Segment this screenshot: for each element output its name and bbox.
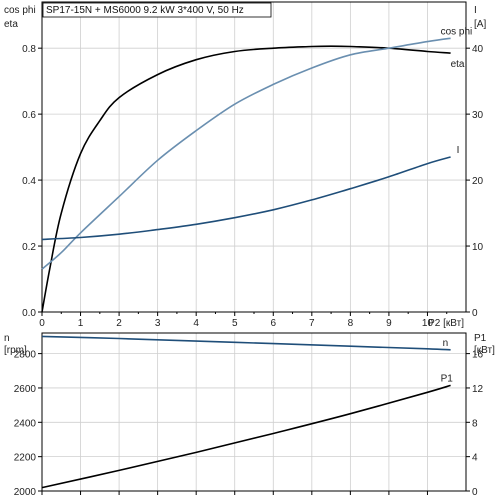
left-tick-label: 2600 [14, 384, 37, 395]
left-tick-label: 2400 [14, 418, 37, 429]
left-tick-label: 2000 [14, 487, 37, 498]
efficiency-frame [41, 1, 467, 313]
series-label-i: I [457, 145, 460, 156]
x-tick-label: 4 [193, 318, 199, 329]
left-tick-label: 0.8 [22, 44, 36, 55]
x-tick-label: 0 [39, 318, 45, 329]
x-tick-label: 5 [232, 318, 238, 329]
right-tick-label: 10 [472, 242, 484, 253]
left-tick-label: 0.6 [22, 110, 36, 121]
speed-power-frame [41, 332, 467, 492]
right-axis-label: P1 [474, 333, 487, 344]
x-tick-label: 1 [78, 318, 84, 329]
right-tick-label: 0 [472, 308, 478, 319]
series-eta-line [41, 45, 451, 313]
right-tick-label: 4 [472, 453, 478, 464]
chart-title: SP17-15N + MS6000 9.2 kW 3*400 V, 50 Hz [46, 5, 244, 16]
right-tick-label: 16 [472, 350, 484, 361]
grid-layer [41, 2, 466, 492]
x-tick-label: 3 [155, 318, 161, 329]
series-p1-line [41, 384, 451, 489]
series-label-cos-phi: cos phi [441, 26, 473, 37]
series-i-line [41, 156, 451, 241]
left-tick-label: 0.0 [22, 308, 36, 319]
left-axis-label: cos phi [4, 5, 36, 16]
left-tick-label: 0.2 [22, 242, 36, 253]
left-tick-label: 2200 [14, 453, 37, 464]
right-tick-label: 12 [472, 384, 484, 395]
right-tick-label: 0 [472, 487, 478, 498]
x-tick-label: 7 [309, 318, 315, 329]
right-axis-unit: [A] [474, 19, 486, 30]
series-label-eta: eta [451, 59, 465, 70]
x-tick-label: 2 [116, 318, 122, 329]
right-tick-label: 40 [472, 44, 484, 55]
right-tick-label: 30 [472, 110, 484, 121]
right-axis-unit: [кВт] [474, 345, 495, 356]
series-layer [41, 37, 451, 489]
title-box [42, 2, 272, 18]
left-axis-label: n [4, 333, 10, 344]
x-axis-label: P2 [кВт] [428, 318, 464, 329]
frame-layer [38, 1, 470, 495]
left-tick-label: 0.4 [22, 176, 36, 187]
series-label-n: n [443, 338, 449, 349]
x-tick-label: 6 [270, 318, 276, 329]
right-tick-label: 20 [472, 176, 484, 187]
series-n-line [41, 335, 451, 351]
left-tick-label: 2800 [14, 350, 37, 361]
left-axis-unit: [rpm] [4, 345, 27, 356]
left-axis-unit: eta [4, 19, 18, 30]
x-tick-label: 10 [422, 318, 434, 329]
series-cos-phi-line [41, 37, 451, 270]
right-tick-label: 8 [472, 418, 478, 429]
right-axis-label: I [474, 5, 477, 16]
series-label-p1: P1 [441, 373, 454, 384]
text-layer: 0 1 2 3 4 5 6 7 8 9 100.00.20.40.60.8010203040cos … [4, 2, 495, 498]
x-tick-label: 8 [348, 318, 354, 329]
x-tick-label: 9 [386, 318, 392, 329]
